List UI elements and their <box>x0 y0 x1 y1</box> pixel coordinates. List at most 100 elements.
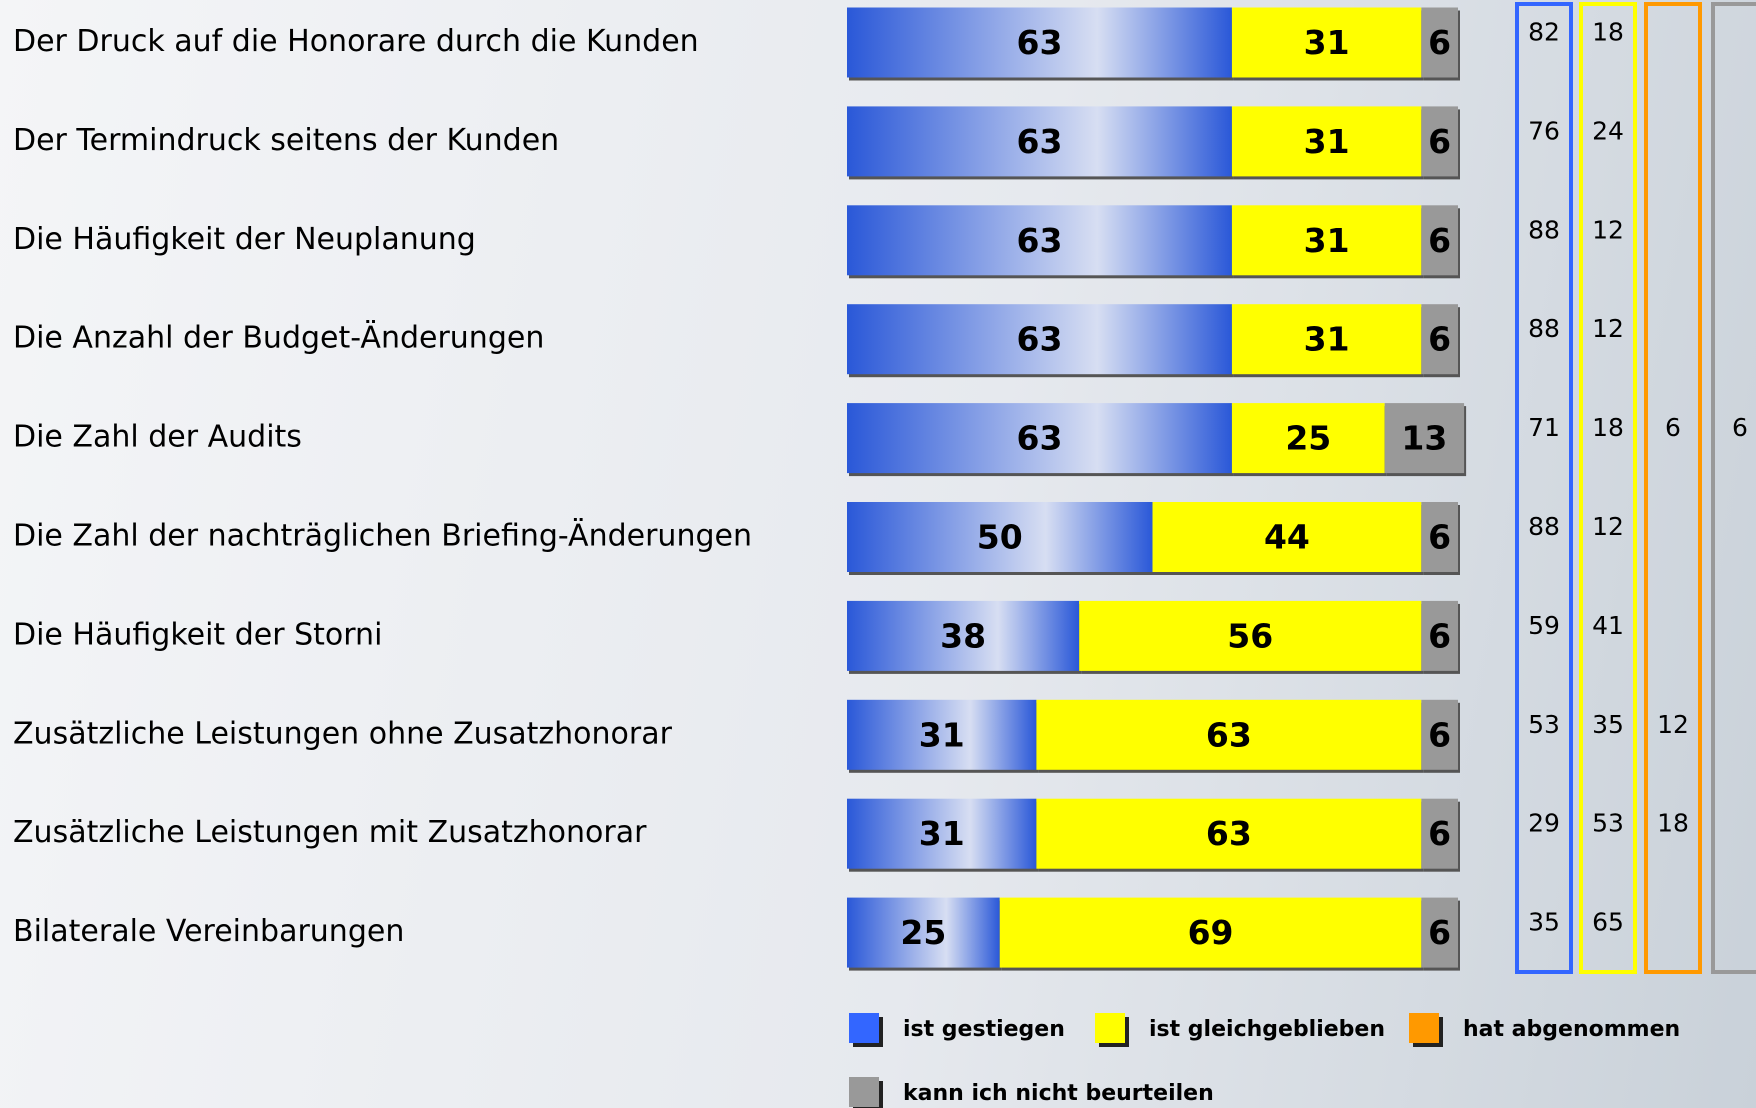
bar-value: 56 <box>1227 616 1273 655</box>
bar-value: 44 <box>1264 518 1310 557</box>
bar-value: 13 <box>1401 419 1447 458</box>
category-label: Die Zahl der nachträglichen Briefing-Änd… <box>13 518 752 554</box>
comparison-value: 12 <box>1592 314 1624 343</box>
legend-swatch <box>1409 1013 1439 1043</box>
comparison-column <box>1711 2 1756 974</box>
comparison-column <box>1515 2 1573 974</box>
bar-segment <box>1231 205 1422 276</box>
bar-segment <box>1421 7 1458 78</box>
comparison-value: 59 <box>1528 611 1560 640</box>
bar-value: 6 <box>1428 122 1451 161</box>
bar-value: 50 <box>977 518 1023 557</box>
bar-segment <box>1231 7 1422 78</box>
category-label: Der Druck auf die Honorare durch die Kun… <box>13 24 699 59</box>
comparison-value: 18 <box>1592 18 1624 47</box>
bar-segment <box>1421 699 1458 770</box>
comparison-value: 6 <box>1665 413 1681 442</box>
category-label: Die Anzahl der Budget-Änderungen <box>13 320 544 356</box>
bar-segment <box>1421 304 1458 375</box>
bar-segment <box>847 106 1232 177</box>
comparison-value: 53 <box>1592 809 1624 838</box>
bar-segment <box>1421 502 1458 572</box>
bar-segment <box>847 7 1232 78</box>
bar-value: 6 <box>1428 518 1451 557</box>
bar-segment <box>847 699 1037 770</box>
comparison-value: 53 <box>1528 710 1560 739</box>
bar-value: 6 <box>1428 814 1451 853</box>
category-label: Die Häufigkeit der Neuplanung <box>13 222 476 257</box>
bar-segment <box>1384 403 1465 474</box>
comparison-value: 35 <box>1528 908 1560 937</box>
comparison-value: 12 <box>1592 215 1624 244</box>
bar-value: 38 <box>940 616 986 655</box>
bar-segment <box>1421 600 1458 671</box>
bar-value: 6 <box>1428 221 1451 260</box>
bar-value: 31 <box>1304 221 1350 260</box>
comparison-value: 18 <box>1592 413 1624 442</box>
legend-swatch <box>1095 1013 1125 1043</box>
bar-value: 6 <box>1428 913 1451 952</box>
bar-segment <box>1231 106 1422 177</box>
comparison-value: 29 <box>1528 809 1560 838</box>
bar-segment <box>847 600 1080 671</box>
comparison-value: 65 <box>1592 908 1624 937</box>
bar-segment <box>847 403 1232 474</box>
bar-value: 25 <box>900 913 946 952</box>
category-label: Zusätzliche Leistungen ohne Zusatzhonora… <box>13 716 673 751</box>
bar-segment <box>1036 699 1422 770</box>
bar-segment <box>1079 600 1422 671</box>
category-label: Zusätzliche Leistungen mit Zusatzhonorar <box>13 815 647 850</box>
bar-value: 63 <box>1016 419 1062 458</box>
bar-value: 31 <box>919 814 965 853</box>
bar-value: 63 <box>1206 715 1252 754</box>
bar-segment <box>1152 502 1422 572</box>
bar-segment <box>1421 205 1458 276</box>
bar-segment <box>1421 106 1458 177</box>
comparison-value: 71 <box>1528 413 1560 442</box>
legend-swatch <box>849 1013 879 1043</box>
bar-value: 63 <box>1016 221 1062 260</box>
bar-value: 31 <box>1304 23 1350 62</box>
comparison-value: 18 <box>1657 809 1689 838</box>
bar-segment <box>847 304 1232 375</box>
bar-value: 31 <box>1304 122 1350 161</box>
bar-value: 63 <box>1016 23 1062 62</box>
comparison-value: 76 <box>1528 116 1560 145</box>
bar-value: 6 <box>1428 616 1451 655</box>
bar-value: 31 <box>1304 320 1350 359</box>
bar-segment <box>1231 403 1385 474</box>
comparison-value: 12 <box>1592 512 1624 541</box>
bar-segment <box>1231 304 1422 375</box>
bar-segment <box>1421 798 1458 869</box>
legend-label: ist gestiegen <box>903 1017 1065 1042</box>
bar-value: 63 <box>1206 814 1252 853</box>
bar-segment <box>847 205 1232 276</box>
category-label: Die Häufigkeit der Storni <box>13 617 382 652</box>
category-label: Die Zahl der Audits <box>13 420 302 455</box>
comparison-value: 12 <box>1657 710 1689 739</box>
legend-label: ist gleichgeblieben <box>1149 1017 1385 1042</box>
bar-segment <box>847 897 1000 968</box>
bar-segment <box>999 897 1422 968</box>
bar-segment <box>1421 897 1458 968</box>
comparison-column <box>1644 2 1702 974</box>
comparison-value: 82 <box>1528 18 1560 47</box>
bar-value: 63 <box>1016 320 1062 359</box>
bar-value: 69 <box>1188 913 1234 952</box>
comparison-value: 6 <box>1732 413 1748 442</box>
bar-segment <box>847 502 1153 572</box>
category-label: Bilaterale Vereinbarungen <box>13 914 404 949</box>
comparison-value: 35 <box>1592 710 1624 739</box>
comparison-value: 88 <box>1528 215 1560 244</box>
legend-label: kann ich nicht beurteilen <box>903 1081 1214 1106</box>
comparison-column <box>1579 2 1637 974</box>
legend-label: hat abgenommen <box>1463 1017 1680 1042</box>
bar-value: 6 <box>1428 715 1451 754</box>
comparison-value: 24 <box>1592 116 1624 145</box>
comparison-value: 88 <box>1528 512 1560 541</box>
bar-value: 6 <box>1428 23 1451 62</box>
bar-segment <box>847 798 1037 869</box>
bar-value: 6 <box>1428 320 1451 359</box>
bar-segment <box>1036 798 1422 869</box>
